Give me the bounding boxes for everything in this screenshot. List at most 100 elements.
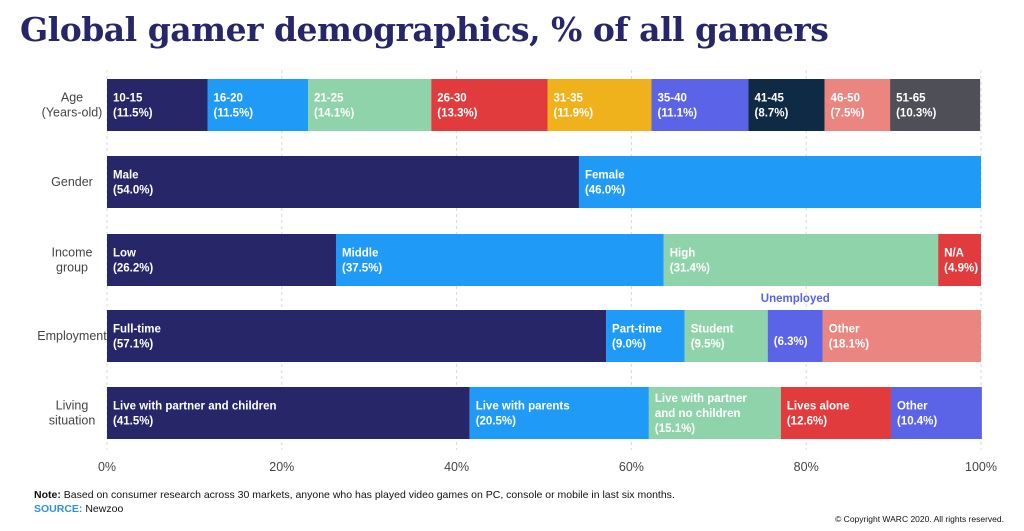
x-tick-label: 0% [98,460,116,474]
segment-value-label: (41.5%) [113,416,153,428]
bar-segment [780,387,891,439]
bar-segment [308,79,432,131]
bar-segment [822,310,981,362]
bar-segment [748,79,825,131]
segment-name-label: 41-45 [755,93,785,105]
source-text: Newzoo [85,503,124,515]
copyright-notice: © Copyright WARC 2020. All rights reserv… [835,514,1004,524]
segment-value-label: (11.9%) [553,108,593,120]
bar-segment [107,234,336,286]
segment-value-label: (18.1%) [829,339,869,351]
segment-callout-label: Unemployed [761,293,830,305]
bar-segment [663,234,939,286]
note-text: Based on consumer research across 30 mar… [63,489,675,501]
bar-row: Income group Low (26.2%) Middle (37.5%) High (3… [52,234,981,286]
segment-name-label: and no children [655,408,741,420]
bar-segment [547,79,652,131]
footnotes: Note: Based on consumer research across … [34,488,675,516]
segment-value-label: (12.6%) [787,416,827,428]
bar-segment [107,310,607,362]
segment-name-label: Lives alone [787,401,850,413]
bar-segment [651,79,749,131]
segment-name-label: High [670,248,696,260]
segment-value-label: (9.0%) [612,339,646,351]
segment-name-label: Live with parents [476,401,570,413]
segment-value-label: (26.2%) [113,263,153,275]
note-line: Note: Based on consumer research across … [34,488,675,502]
x-tick-label: 80% [794,460,819,474]
segment-name-label: Other [829,324,860,336]
segment-name-label: Middle [342,248,378,260]
segment-name-label: 35-40 [658,93,687,105]
segment-name-label: 21-25 [314,93,344,105]
source-line: SOURCE: Newzoo [34,502,675,516]
row-label: Age (Years-old) [42,91,103,120]
segment-name-label: N/A [944,248,964,260]
segment-name-label: 46-50 [831,93,860,105]
segment-name-label: 16-20 [214,93,243,105]
segment-name-label: 31-35 [553,93,583,105]
segment-name-label: Other [897,401,928,413]
row-label: Employment [37,329,107,343]
segment-name-label: 51-65 [896,93,926,105]
x-tick-label: 40% [444,460,469,474]
segment-name-label: 26-30 [437,93,466,105]
segment-value-label: (8.7%) [755,108,789,120]
bar-segment [890,79,981,131]
bar-segment [606,310,685,362]
segment-value-label: (11.5%) [113,108,153,120]
row-label: Income group [52,246,93,275]
bar-segment [107,79,208,131]
bar-segment [578,156,981,208]
x-tick-label: 60% [619,460,644,474]
segment-value-label: (37.5%) [342,263,382,275]
x-tick-label: 20% [269,460,294,474]
bar-segment [767,310,823,362]
bar-segment [335,234,664,286]
bar-segment [107,387,470,439]
bar-segment [469,387,649,439]
bar-segment [890,387,982,439]
bar-segment [107,156,579,208]
bar-segment [938,234,981,286]
bar-segment [207,79,309,131]
segment-value-label: (11.5%) [214,108,254,120]
segment-value-label: (15.1%) [655,423,695,435]
bar-segment [684,310,768,362]
segment-name-label: 10-15 [113,93,143,105]
segment-value-label: (13.3%) [437,108,477,120]
segment-value-label: (6.3%) [774,336,808,348]
bar-row: Living situation Live with partner and chi… [49,387,982,439]
segment-value-label: (14.1%) [314,108,354,120]
segment-name-label: Student [691,324,734,336]
x-axis: 0% 20% 40% 60% 80% 100% [98,460,997,474]
segment-name-label: Male [113,170,139,182]
segment-value-label: (20.5%) [476,416,516,428]
chart-title: Global gamer demographics, % of all game… [20,10,829,49]
segment-value-label: (4.9%) [944,263,978,275]
note-label: Note: [34,489,61,501]
segment-name-label: Low [113,248,136,260]
row-label: Gender [51,175,93,189]
segment-value-label: (54.0%) [113,185,153,197]
segment-value-label: (57.1%) [113,339,153,351]
x-tick-label: 100% [965,460,997,474]
segment-value-label: (11.1%) [658,108,698,120]
row-label: Living situation [49,399,96,428]
segment-name-label: Female [585,170,625,182]
segment-name-label: Full-time [113,324,161,336]
segment-value-label: (10.3%) [896,108,936,120]
bar-row: Employment Full-time (57.1%) Part-time (9.0%… [37,293,981,362]
bar-segment [824,79,891,131]
bar-row: Age (Years-old) 10-15 (11.5%) 16-20 (11.5%) 21… [42,79,981,131]
bar-segment [431,79,548,131]
segment-name-label: Live with partner [655,393,748,405]
segment-value-label: (7.5%) [831,108,865,120]
segment-value-label: (9.5%) [691,339,725,351]
segment-name-label: Part-time [612,324,662,336]
bar-segment [648,387,781,439]
segment-value-label: (46.0%) [585,185,625,197]
source-label: SOURCE: [34,503,83,515]
segment-value-label: (10.4%) [897,416,937,428]
segment-name-label: Live with partner and children [113,401,277,413]
